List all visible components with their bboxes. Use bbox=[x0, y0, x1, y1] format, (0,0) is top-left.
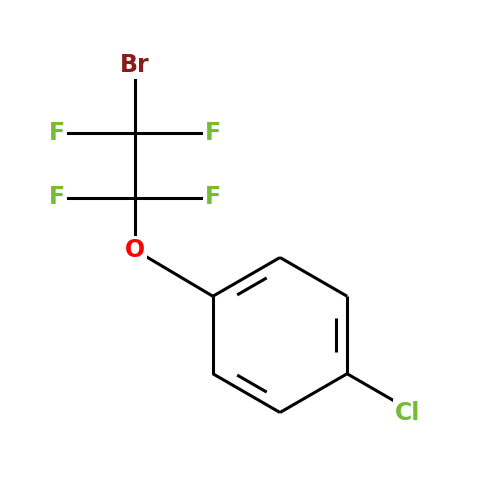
Text: O: O bbox=[125, 238, 145, 262]
Text: F: F bbox=[205, 120, 221, 144]
Text: Br: Br bbox=[120, 53, 150, 77]
Text: F: F bbox=[49, 186, 65, 210]
Text: F: F bbox=[49, 120, 65, 144]
Text: F: F bbox=[205, 186, 221, 210]
Text: Cl: Cl bbox=[394, 401, 420, 425]
